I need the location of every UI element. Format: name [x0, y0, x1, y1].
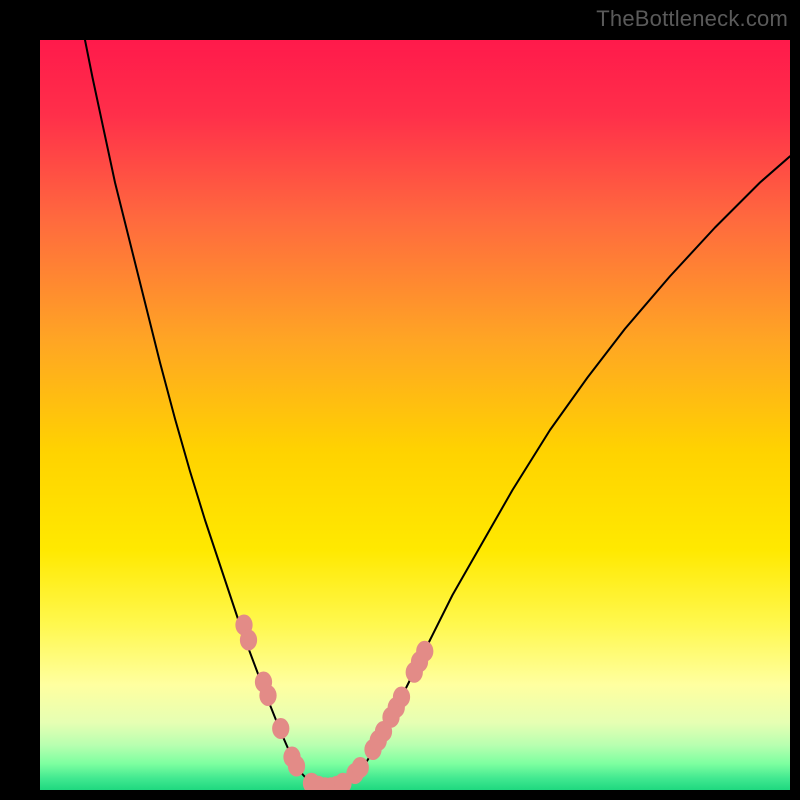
- curve-bead: [259, 685, 276, 706]
- curve-bead: [352, 757, 369, 778]
- chart-outer-frame: TheBottleneck.com: [0, 0, 800, 800]
- watermark-text: TheBottleneck.com: [596, 6, 788, 32]
- curve-bead: [272, 718, 289, 739]
- curve-bead: [240, 630, 257, 651]
- bottleneck-curve: [40, 40, 790, 790]
- curve-beads: [235, 615, 433, 791]
- chart-plot-area: [40, 40, 790, 790]
- curve-bead: [393, 687, 410, 708]
- curve-bead: [416, 641, 433, 662]
- curve-bead: [288, 756, 305, 777]
- curve-line: [85, 40, 790, 789]
